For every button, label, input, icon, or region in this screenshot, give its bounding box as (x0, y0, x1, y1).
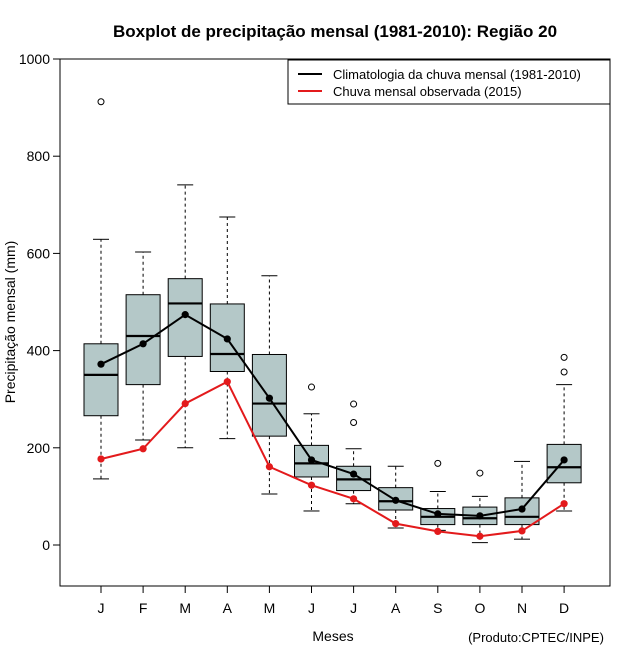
boxplot-6 (294, 383, 329, 512)
outlier-point (350, 400, 358, 408)
outlier-point (308, 383, 315, 391)
y-axis-label: Precipitação mensal (mm) (2, 241, 18, 404)
legend-label-climatology: Climatologia da chuva mensal (1981-2010) (333, 67, 581, 82)
box (546, 443, 582, 484)
series-point (434, 527, 442, 535)
series-point (97, 360, 105, 368)
series-point (560, 456, 568, 464)
x-tick-label: N (517, 600, 527, 616)
series-climatology (97, 311, 568, 520)
legend-label-observed: Chuva mensal observada (2015) (333, 84, 522, 99)
series-point (307, 456, 316, 464)
legend: Climatologia da chuva mensal (1981-2010)… (287, 59, 611, 105)
series-point (560, 500, 568, 508)
box (83, 343, 119, 417)
x-tick-label: D (559, 600, 569, 616)
outlier-point (560, 353, 568, 361)
series-point (392, 520, 400, 528)
outlier-point (97, 98, 105, 106)
series-line (100, 380, 565, 538)
series-point (476, 532, 484, 540)
outlier-point (476, 469, 484, 477)
series-observed (97, 378, 568, 540)
series-point (476, 512, 484, 520)
legend-box (287, 59, 611, 105)
x-tick-label: J (308, 600, 315, 616)
x-tick-label: A (391, 600, 401, 616)
series-point (265, 394, 273, 402)
x-tick-label: F (139, 600, 148, 616)
x-tick-label: J (98, 600, 105, 616)
y-tick-label: 200 (27, 440, 51, 456)
series-point (350, 470, 358, 478)
y-axis: 0 200 400 600 800 1000 (19, 51, 61, 586)
series-point (434, 510, 442, 518)
outlier-point (350, 419, 358, 427)
y-tick-label: 1000 (19, 51, 50, 67)
outlier-point (560, 368, 568, 376)
boxplot-1 (83, 98, 119, 480)
series-point (307, 481, 316, 489)
y-tick-label: 800 (27, 148, 51, 164)
series-point (265, 463, 273, 471)
x-tick-label: J (350, 600, 357, 616)
y-tick-label: 400 (27, 343, 51, 359)
boxplot-7 (336, 400, 372, 505)
x-tick-label: M (264, 600, 276, 616)
boxplots (83, 98, 582, 544)
series-point (518, 527, 526, 535)
boxplot-9 (420, 459, 456, 531)
boxplot-3 (167, 184, 203, 449)
series-point (350, 495, 358, 503)
series-point (181, 399, 189, 408)
box (125, 294, 161, 386)
series-point (518, 505, 526, 513)
boxplot-5 (251, 275, 287, 495)
series-point (223, 335, 231, 343)
boxplot-12 (546, 353, 582, 512)
series-point (97, 455, 105, 463)
credit-label: (Produto:CPTEC/INPE) (468, 630, 604, 645)
series-point (139, 340, 147, 348)
x-tick-label: A (223, 600, 233, 616)
x-tick-label: S (433, 600, 442, 616)
boxplot-2 (125, 251, 161, 441)
x-axis-label: Meses (312, 628, 353, 644)
x-tick-label: O (474, 600, 485, 616)
outlier-point (434, 459, 442, 467)
y-tick-label: 0 (42, 537, 50, 553)
series-point (392, 496, 400, 504)
series-line (100, 313, 565, 517)
boxplot-10 (462, 469, 498, 544)
series-point (139, 445, 147, 453)
series-point (181, 311, 189, 319)
y-tick-label: 600 (27, 245, 51, 261)
series-point (223, 378, 231, 386)
chart-title: Boxplot de precipitação mensal (1981-201… (113, 22, 557, 41)
x-tick-label: M (179, 600, 191, 616)
series-lines (97, 311, 568, 540)
